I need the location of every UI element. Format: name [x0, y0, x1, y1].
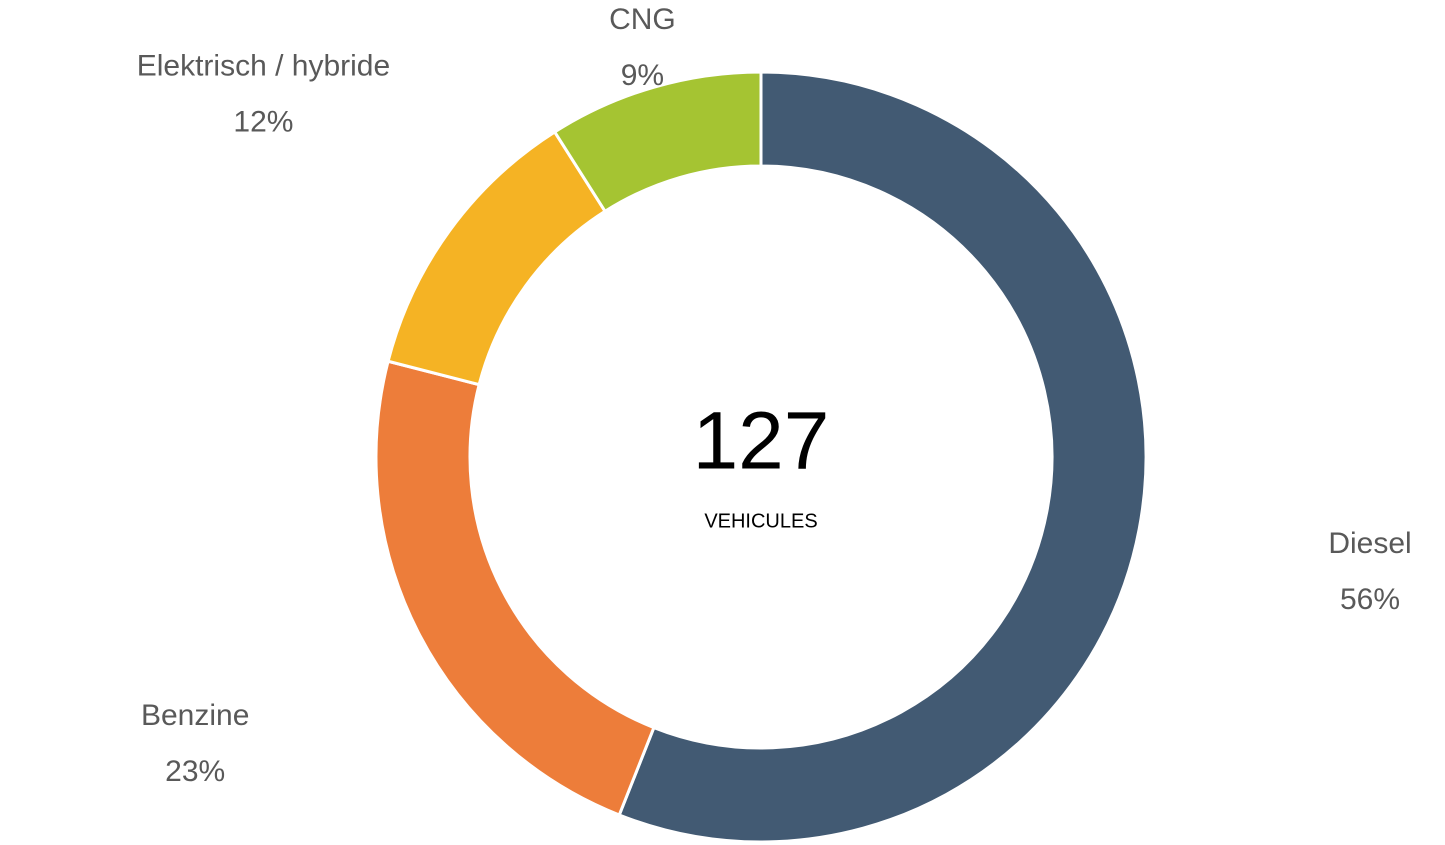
slice-percent: 56%: [1340, 583, 1400, 616]
slices: [374, 70, 1148, 844]
slice-name: Benzine: [141, 699, 249, 732]
data-label: Diesel 56%: [1328, 527, 1411, 616]
donut-slice: [374, 359, 656, 817]
slice-percent: 9%: [621, 59, 664, 92]
slice-percent: 12%: [233, 105, 293, 138]
donut-slice: [552, 70, 763, 214]
center-label: VEHICULES: [704, 510, 817, 532]
slice-percent: 23%: [165, 755, 225, 788]
data-label: CNG 9%: [609, 3, 676, 92]
donut-slice: [386, 129, 608, 387]
slice-name: Diesel: [1328, 527, 1411, 560]
data-label: Elektrisch / hybride 12%: [137, 49, 390, 138]
slice-name: Elektrisch / hybride: [137, 49, 390, 82]
donut-slice: [617, 70, 1148, 844]
center-value: 127: [693, 396, 830, 487]
data-label: Benzine 23%: [141, 699, 249, 788]
slice-name: CNG: [609, 3, 676, 36]
